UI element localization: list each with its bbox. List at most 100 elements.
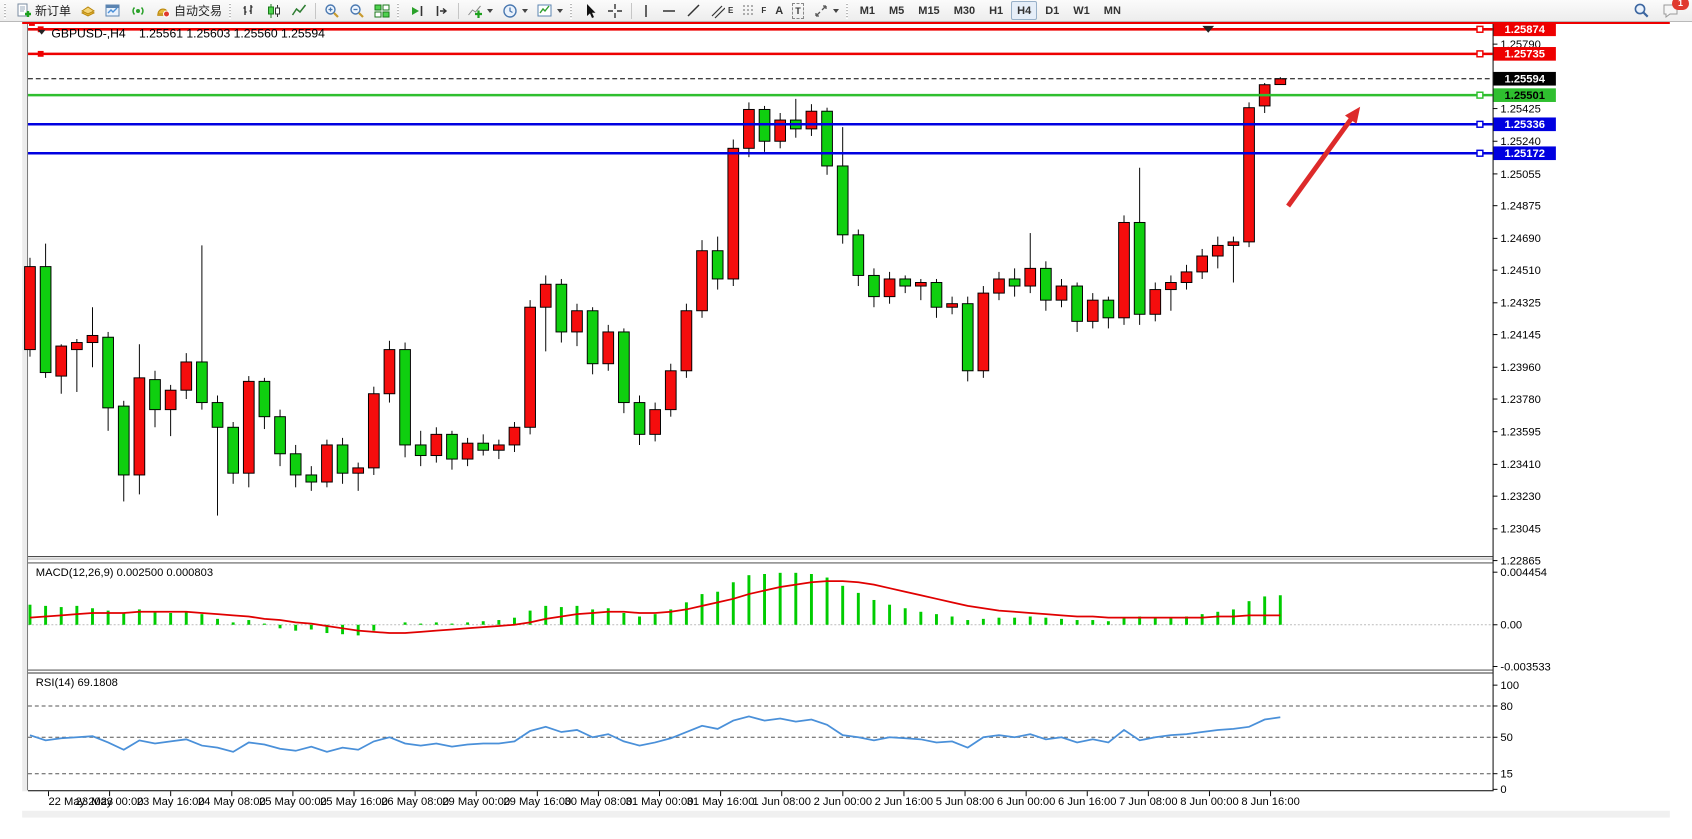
templates-button[interactable] — [533, 1, 567, 20]
hline-price-box — [1493, 47, 1556, 61]
candle-body — [1008, 278, 1021, 287]
price-tick-label: 1.25790 — [1500, 39, 1540, 51]
timeframe-button-h1[interactable]: H1 — [983, 1, 1009, 20]
search-button[interactable] — [1629, 1, 1654, 20]
hline-handle[interactable] — [1476, 50, 1484, 58]
chart-shift-button[interactable] — [430, 1, 454, 20]
zoom-in-button[interactable] — [320, 1, 344, 20]
tile-windows-button[interactable] — [370, 1, 394, 20]
vertical-line-tool-button[interactable] — [636, 1, 656, 20]
hline-price-label: 1.25735 — [1504, 49, 1544, 61]
toolbar: 新订单 自动交易 — [0, 0, 1692, 22]
hline-handle[interactable] — [29, 20, 35, 26]
bar-chart-type-button[interactable] — [237, 1, 261, 20]
trendline-icon — [686, 3, 702, 19]
hline-handle[interactable] — [1476, 25, 1484, 33]
hline-handle[interactable] — [37, 26, 44, 33]
equidistant-channel-tool-button[interactable]: E — [707, 1, 737, 20]
toolbar-grip — [229, 2, 235, 19]
candle-body — [1133, 221, 1146, 315]
bid-price-label: 1.25594 — [1504, 74, 1545, 86]
hline-handle[interactable] — [37, 50, 44, 57]
chart-window[interactable]: 1.25790 1.25425 1.25240 1.25055 1.24875 1.246… — [0, 20, 1692, 839]
candle-body — [1180, 271, 1193, 283]
clock-icon — [502, 3, 518, 19]
auto-scroll-button[interactable] — [405, 1, 429, 20]
time-axis-label: 24 May 08:00 — [198, 796, 266, 808]
timeframe-button-m5[interactable]: M5 — [883, 1, 910, 20]
line-chart-type-button[interactable] — [287, 1, 311, 20]
timeframe-button-w1[interactable]: W1 — [1067, 1, 1096, 20]
candle-body — [133, 377, 146, 476]
channel-letter: E — [728, 5, 734, 15]
candle-body — [602, 331, 615, 365]
text-tool-button[interactable]: A — [771, 1, 787, 20]
toolbar-grip — [397, 2, 403, 19]
timeframe-button-mn[interactable]: MN — [1098, 1, 1127, 20]
new-order-icon — [16, 3, 32, 19]
candlestick-icon — [266, 3, 282, 19]
symbol-collapse-icon[interactable] — [37, 29, 46, 35]
price-tick-label: 1.23960 — [1500, 362, 1540, 374]
horizontal-line-icon — [661, 3, 677, 19]
candle-body — [258, 380, 271, 418]
arrows-tool-button[interactable] — [809, 1, 843, 20]
price-tick-label: 1.23780 — [1500, 394, 1540, 406]
candle-body — [1211, 244, 1224, 257]
hline-handle[interactable] — [1476, 91, 1484, 99]
trendline-tool-button[interactable] — [682, 1, 706, 20]
indicators-button[interactable] — [463, 1, 497, 20]
crosshair-tool-button[interactable] — [603, 1, 627, 20]
status-strip — [22, 810, 1670, 818]
candle-body — [321, 444, 333, 483]
trend-arrow-line[interactable] — [1286, 113, 1357, 208]
bid-price-box — [1493, 71, 1556, 86]
auto-trading-button[interactable]: 自动交易 — [151, 1, 226, 20]
periods-button[interactable] — [498, 1, 532, 20]
candle-body — [383, 349, 396, 395]
hline-handle[interactable] — [1476, 120, 1484, 128]
candle-body — [196, 361, 208, 404]
candle-body — [1274, 78, 1287, 86]
price-tick-label: 1.25055 — [1500, 169, 1540, 181]
market-watch-button[interactable] — [76, 1, 100, 20]
time-axis-label: 5 Jun 08:00 — [936, 796, 994, 808]
cursor-tool-button[interactable] — [578, 1, 602, 20]
toolbar-separator — [631, 2, 633, 19]
signals-button[interactable] — [126, 1, 150, 20]
timeframe-button-m30[interactable]: M30 — [948, 1, 981, 20]
macd-label: MACD(12,26,9) 0.002500 0.000803 — [36, 567, 213, 579]
chart-shift-marker[interactable] — [1202, 25, 1215, 33]
timeframe-button-m15[interactable]: M15 — [912, 1, 945, 20]
timeframe-button-h4[interactable]: H4 — [1011, 1, 1038, 20]
chart-canvas[interactable]: 1.25790 1.25425 1.25240 1.25055 1.24875 1.246… — [0, 20, 1692, 839]
zoom-out-button[interactable] — [345, 1, 369, 20]
rsi-axis-label: 0 — [1500, 784, 1506, 796]
time-axis-label: 31 May 00:00 — [626, 796, 694, 808]
zoom-in-icon — [324, 3, 340, 19]
candlestick-chart-type-button[interactable] — [262, 1, 286, 20]
timeframe-button-m1[interactable]: M1 — [854, 1, 881, 20]
chart-shift-icon — [434, 3, 450, 19]
toolbar-grip — [845, 2, 851, 19]
timeframe-button-d1[interactable]: D1 — [1039, 1, 1065, 20]
horizontal-line-tool-button[interactable] — [657, 1, 681, 20]
candle-body — [727, 147, 740, 280]
trend-arrow-head[interactable] — [1344, 106, 1361, 124]
candle-body — [664, 370, 677, 411]
candle-body — [930, 282, 943, 308]
candle-body — [493, 444, 505, 451]
candle-body — [274, 416, 286, 455]
notifications-button[interactable]: 1 — [1658, 0, 1689, 20]
price-tick-label: 1.23410 — [1500, 459, 1540, 471]
candle-body — [836, 165, 849, 236]
fibonacci-tool-button[interactable]: F — [738, 1, 770, 20]
data-window-button[interactable] — [101, 1, 125, 20]
candle-body — [1102, 299, 1115, 319]
candle-body — [618, 331, 630, 404]
new-order-button[interactable]: 新订单 — [12, 1, 75, 20]
auto-scroll-icon — [409, 3, 425, 19]
hline-handle[interactable] — [1476, 149, 1484, 157]
text-label-tool-button[interactable]: T — [788, 1, 808, 20]
